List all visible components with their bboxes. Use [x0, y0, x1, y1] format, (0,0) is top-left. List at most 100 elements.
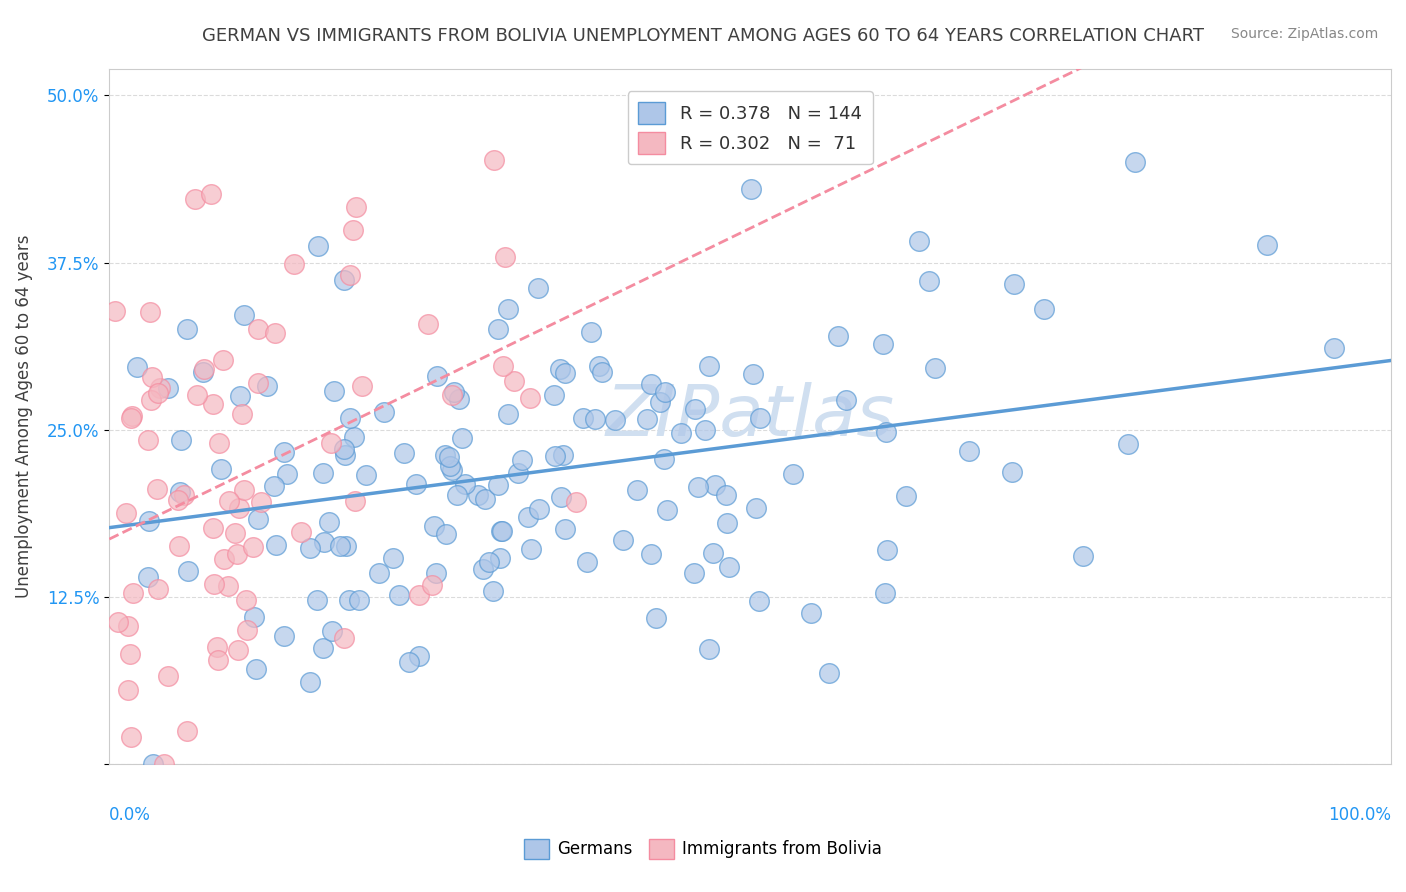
Point — [276, 467, 298, 481]
Point — [749, 411, 772, 425]
Point — [235, 592, 257, 607]
Point — [650, 394, 672, 409]
Point — [236, 623, 259, 637]
Point — [273, 444, 295, 458]
Point — [212, 552, 235, 566]
Point — [229, 389, 252, 403]
Point — [425, 566, 447, 580]
Point — [205, 640, 228, 654]
Point — [118, 647, 141, 661]
Point — [321, 624, 343, 639]
Point — [496, 301, 519, 316]
Point — [471, 562, 494, 576]
Point — [408, 649, 430, 664]
Point — [120, 410, 142, 425]
Point — [1116, 437, 1139, 451]
Point — [686, 480, 709, 494]
Point — [337, 593, 360, 607]
Point — [319, 435, 342, 450]
Point — [232, 483, 254, 498]
Point — [125, 360, 148, 375]
Point — [572, 410, 595, 425]
Point — [146, 582, 169, 596]
Point — [718, 559, 741, 574]
Point — [433, 448, 456, 462]
Point — [872, 337, 894, 351]
Point — [103, 303, 125, 318]
Point — [894, 489, 917, 503]
Point — [494, 250, 516, 264]
Point — [1002, 277, 1025, 291]
Point — [367, 566, 389, 580]
Point — [957, 444, 980, 458]
Point — [491, 524, 513, 539]
Point — [875, 586, 897, 600]
Point — [176, 564, 198, 578]
Point — [329, 539, 352, 553]
Point — [247, 376, 270, 391]
Point — [283, 257, 305, 271]
Point — [176, 724, 198, 739]
Point — [782, 467, 804, 481]
Point — [449, 392, 471, 407]
Point — [408, 588, 430, 602]
Point — [318, 516, 340, 530]
Point — [311, 640, 333, 655]
Point — [704, 477, 727, 491]
Point — [139, 392, 162, 407]
Point — [482, 153, 505, 167]
Point — [208, 435, 231, 450]
Point — [264, 537, 287, 551]
Point — [273, 629, 295, 643]
Point — [247, 512, 270, 526]
Point — [924, 360, 946, 375]
Point — [183, 192, 205, 206]
Point — [247, 322, 270, 336]
Point — [138, 514, 160, 528]
Point — [146, 385, 169, 400]
Point — [451, 431, 474, 445]
Point — [488, 322, 510, 336]
Point — [1001, 465, 1024, 479]
Point — [388, 588, 411, 602]
Point — [335, 540, 357, 554]
Point — [550, 491, 572, 505]
Point — [225, 547, 247, 561]
Text: ZIPatlas: ZIPatlas — [606, 382, 894, 450]
Legend: Germans, Immigrants from Bolivia: Germans, Immigrants from Bolivia — [517, 832, 889, 866]
Point — [212, 353, 235, 368]
Point — [392, 446, 415, 460]
Point — [191, 365, 214, 379]
Point — [149, 381, 172, 395]
Point — [245, 662, 267, 676]
Point — [298, 675, 321, 690]
Point — [117, 683, 139, 698]
Point — [644, 611, 666, 625]
Point — [446, 488, 468, 502]
Point — [290, 524, 312, 539]
Point — [482, 583, 505, 598]
Point — [543, 388, 565, 402]
Text: 0.0%: 0.0% — [110, 806, 150, 824]
Point — [218, 494, 240, 508]
Point — [226, 643, 249, 657]
Point — [439, 459, 461, 474]
Point — [486, 477, 509, 491]
Point — [467, 488, 489, 502]
Point — [186, 388, 208, 402]
Point — [323, 384, 346, 398]
Point — [454, 477, 477, 491]
Legend: R = 0.378   N = 144, R = 0.302   N =  71: R = 0.378 N = 144, R = 0.302 N = 71 — [627, 92, 873, 164]
Point — [202, 577, 225, 591]
Point — [139, 304, 162, 318]
Point — [697, 359, 720, 373]
Point — [200, 187, 222, 202]
Point — [605, 413, 627, 427]
Point — [166, 493, 188, 508]
Point — [347, 592, 370, 607]
Point — [333, 273, 356, 287]
Point — [1256, 238, 1278, 252]
Text: GERMAN VS IMMIGRANTS FROM BOLIVIA UNEMPLOYMENT AMONG AGES 60 TO 64 YEARS CORRELA: GERMAN VS IMMIGRANTS FROM BOLIVIA UNEMPL… — [202, 27, 1204, 45]
Point — [202, 521, 225, 535]
Point — [224, 526, 246, 541]
